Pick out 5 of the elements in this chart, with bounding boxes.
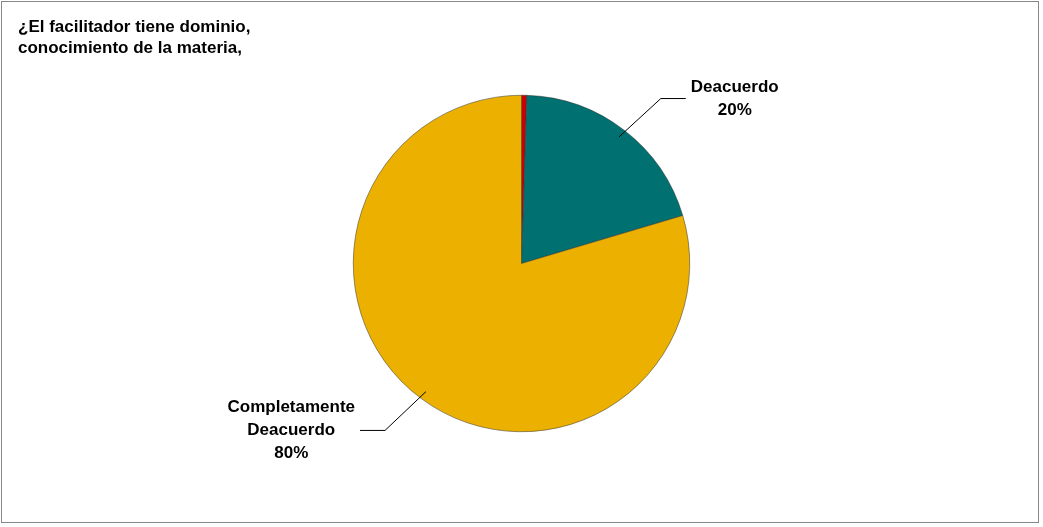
data-label: 20%: [717, 99, 752, 119]
chart-title: ¿El facilitador tiene dominio, conocimiento de la materia,: [18, 16, 252, 58]
slice-label: Deacuerdo: [690, 76, 779, 96]
slice-label: Completamente Deacuerdo: [227, 397, 356, 440]
data-label: 80%: [274, 443, 309, 463]
